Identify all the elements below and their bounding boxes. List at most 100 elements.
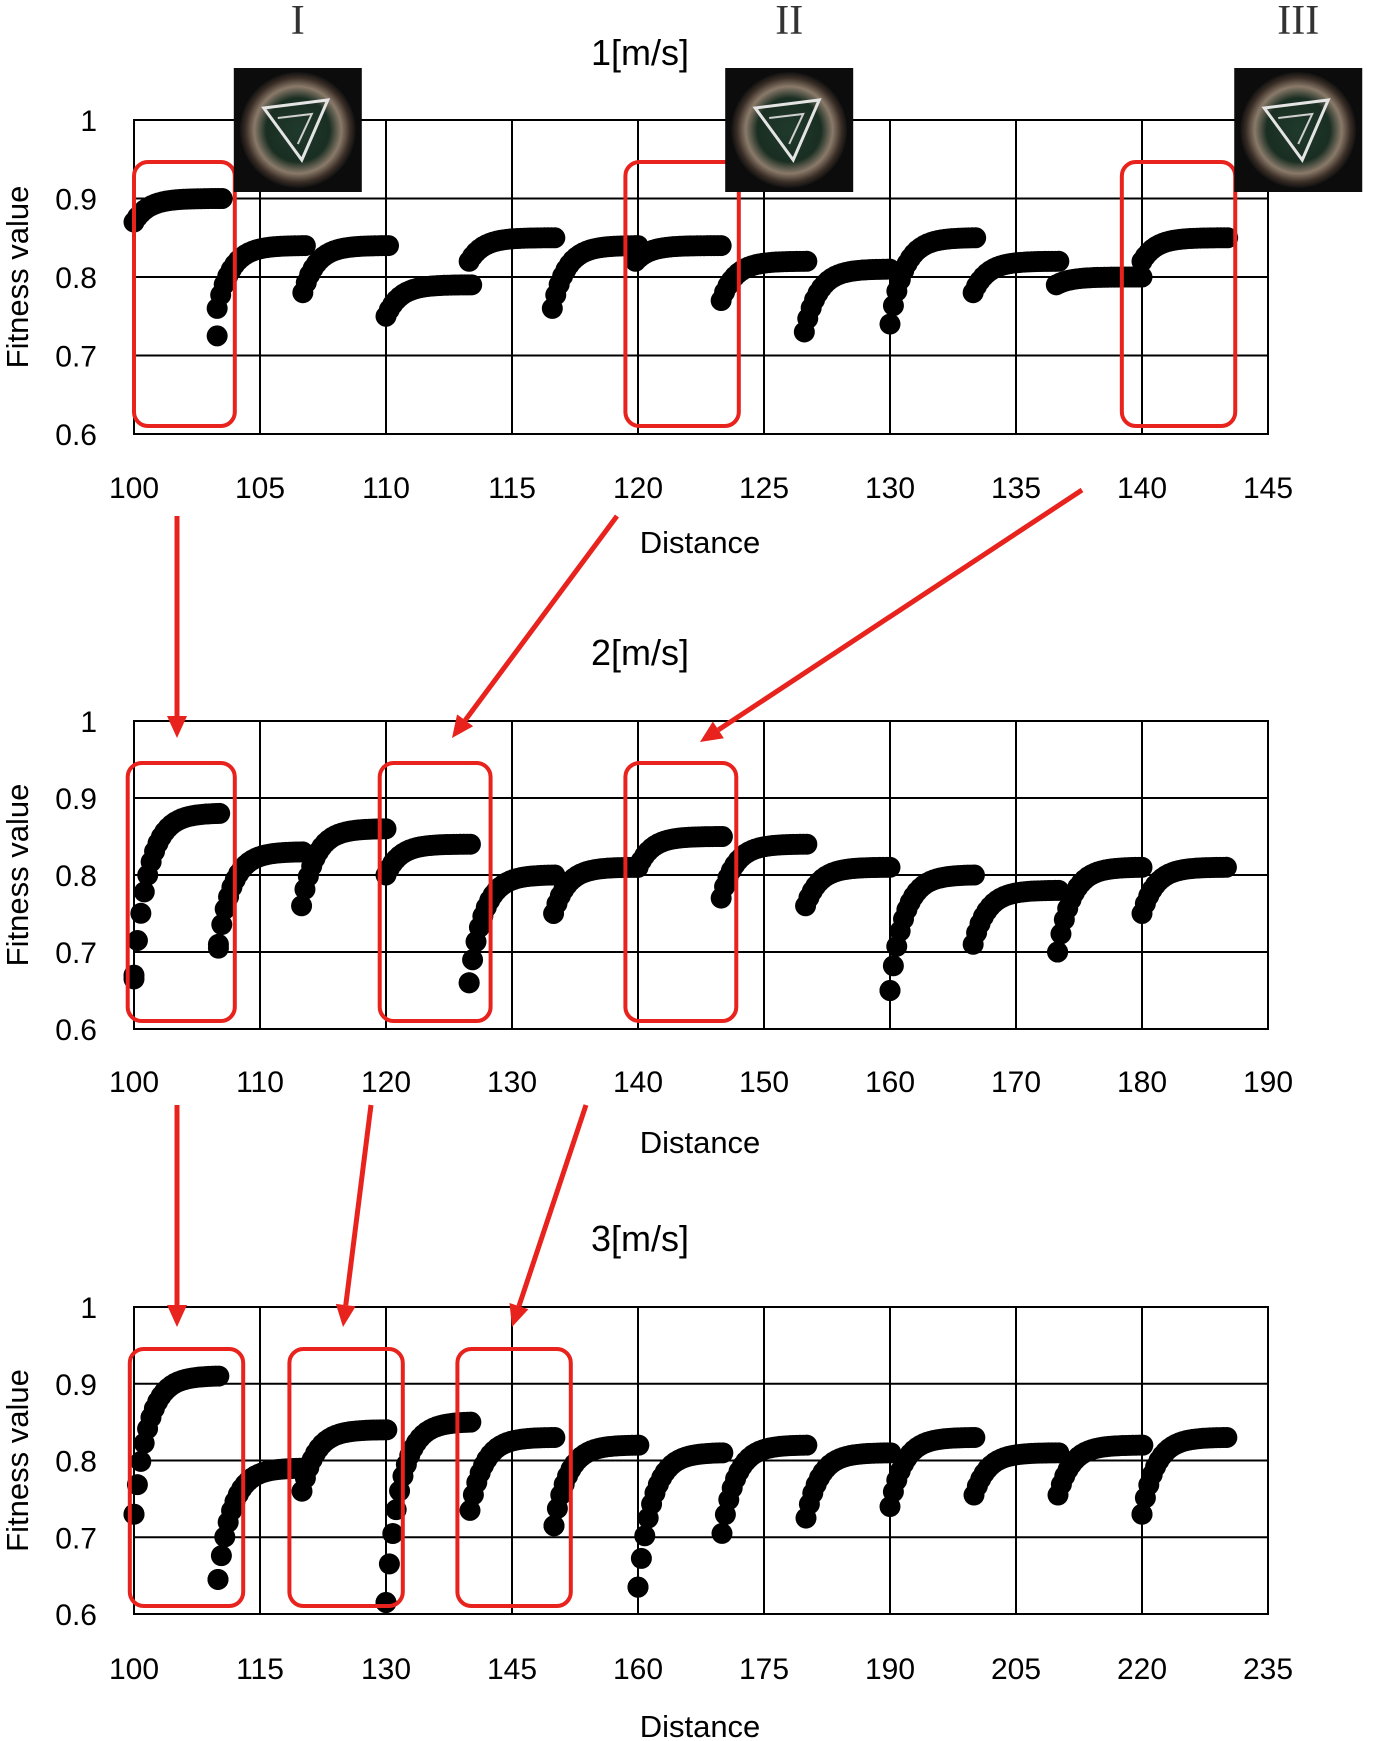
data-point [294,235,316,257]
fisheye-camera-thumbnail [725,68,854,192]
y-tick-label: 1 [80,706,97,739]
data-point [630,1547,652,1569]
x-tick-label: 235 [1243,1653,1293,1686]
data-point [634,1525,656,1547]
y-axis-label: Fitness value [0,784,35,967]
x-tick-label: 120 [613,472,663,505]
x-tick-label: 140 [1117,472,1167,505]
lens-pattern [261,98,331,164]
data-point [796,250,818,272]
lens-pattern [752,98,822,164]
data-point-outlier [879,980,901,1001]
x-tick-label: 105 [235,472,285,505]
red-arrow-shaft [343,1104,374,1306]
fisheye-camera-thumbnail [233,68,362,192]
lens-pattern-inner [769,112,805,145]
x-tick-label: 130 [361,1653,411,1686]
data-point-outlier [543,1515,565,1537]
y-tick-label: 1 [80,105,97,138]
red-arrow-head [167,1305,187,1327]
landmark-label: III [1277,0,1319,44]
connector-arrows [167,487,1084,1327]
red-arrow-shaft [516,1104,589,1307]
y-tick-label: 0.8 [55,262,97,295]
data-point [965,227,987,249]
data-point [378,235,400,257]
chart-panel-1ms: 1[m/s] 100 105 110 115 120 125 130 135 140 145 0.6 0… [0,0,1363,560]
x-tick-label: 110 [362,472,410,505]
data-point [1215,856,1237,878]
red-arrow [167,516,187,738]
data-point [460,1411,482,1433]
data-point [544,1426,566,1448]
x-axis-label: Distance [640,1709,761,1741]
data-point [126,1474,148,1496]
red-arrow-head [509,1302,529,1327]
red-arrow [452,514,620,738]
lens-circle [1240,72,1357,188]
x-tick-label: 130 [487,1066,537,1099]
data-point [378,1553,400,1575]
x-tick-label: 160 [613,1653,663,1686]
highlight-box [377,761,493,1023]
x-tick-label: 110 [236,1066,284,1099]
y-tick-label: 0.7 [55,937,97,970]
data-point [628,1434,650,1456]
x-tick-label: 175 [739,1653,789,1686]
x-tick-label: 190 [1243,1066,1293,1099]
x-tick-label: 130 [865,472,915,505]
y-tick-label: 0.8 [55,860,97,893]
red-arrow [509,1104,589,1327]
x-tick-label: 115 [488,472,536,505]
y-tick-label: 0.6 [55,1599,97,1632]
data-point [462,949,484,971]
fisheye-camera-thumbnail [1234,68,1363,192]
x-tick-label: 100 [109,472,159,505]
lens-circle [731,72,848,188]
data-point [1048,250,1070,272]
data-point [461,274,483,296]
data-point [133,881,155,903]
highlight-box [127,1347,246,1608]
data-point [376,1419,398,1441]
red-arrow-head [700,721,724,742]
x-tick-label: 145 [487,1653,537,1686]
data-point [209,802,231,824]
x-axis-label: Distance [640,1125,761,1160]
data-point [710,235,732,257]
x-tick-label: 150 [739,1066,789,1099]
red-arrow-shaft [716,487,1084,732]
data-point [711,1522,733,1544]
landmark-label: II [775,0,803,44]
red-arrow-head [452,714,474,738]
x-tick-label: 205 [991,1653,1041,1686]
highlight-box [132,160,237,428]
y-tick-label: 0.6 [55,419,97,452]
x-tick-label: 170 [991,1066,1041,1099]
x-tick-label: 120 [361,1066,411,1099]
data-point [130,902,152,924]
y-tick-label: 0.8 [55,1446,97,1479]
red-arrow [167,1105,187,1327]
x-tick-label: 145 [1243,472,1293,505]
x-tick-label: 115 [236,1653,284,1686]
y-axis-label: Fitness value [0,186,35,369]
y-tick-label: 0.6 [55,1014,97,1047]
data-point-outlier [458,972,480,994]
data-point [1132,1434,1154,1456]
data-point [1131,266,1153,288]
highlight-box [623,761,739,1023]
x-tick-label: 140 [613,1066,663,1099]
data-point [130,1450,152,1472]
highlight-box [287,1347,405,1608]
lens-pattern-inner [277,112,314,145]
plot-frame [133,720,1269,1030]
data-point-outlier [1047,941,1069,963]
data-points [123,802,1237,1001]
data-point [796,833,818,855]
landmark-label: I [291,0,305,44]
data-point [879,856,901,878]
lens-circle [239,72,356,188]
data-point-outlier [206,325,228,347]
